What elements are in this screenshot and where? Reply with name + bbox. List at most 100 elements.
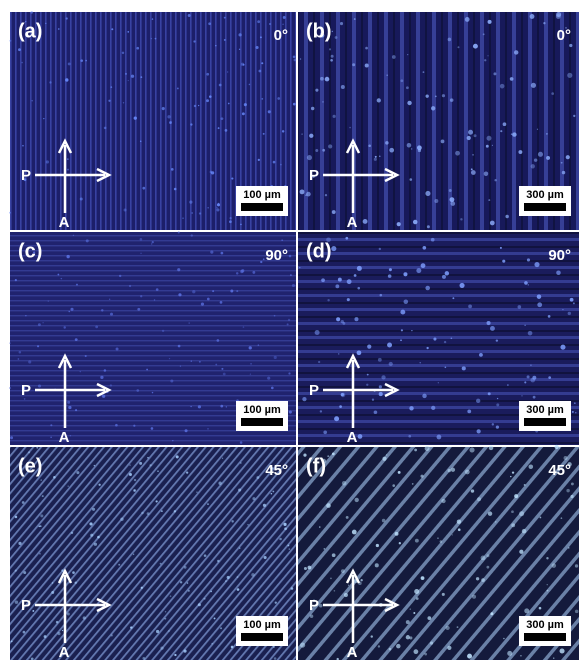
speckle <box>277 97 280 100</box>
speckle <box>199 212 201 214</box>
scale-bar-label: 100 µm <box>243 189 281 201</box>
speckle <box>130 626 132 628</box>
speckle <box>473 44 478 49</box>
speckle <box>341 393 345 397</box>
speckle <box>241 63 244 66</box>
speckle <box>156 288 159 291</box>
speckle <box>268 110 271 113</box>
speckle <box>332 553 336 557</box>
speckle <box>410 608 411 609</box>
speckle <box>83 616 86 619</box>
speckle <box>400 339 402 341</box>
speckle <box>546 557 548 559</box>
speckle <box>365 47 368 50</box>
speckle <box>366 384 368 386</box>
speckle <box>109 299 110 300</box>
speckle <box>511 523 515 527</box>
speckle <box>486 554 489 557</box>
speckle <box>556 271 561 276</box>
speckle <box>141 587 143 589</box>
speckle <box>552 563 557 568</box>
speckle <box>344 593 348 597</box>
speckle <box>299 267 300 268</box>
speckle <box>208 22 211 25</box>
speckle <box>10 436 13 439</box>
speckle <box>416 268 421 273</box>
speckle <box>519 511 524 516</box>
speckle <box>240 462 242 464</box>
speckle <box>257 20 260 23</box>
speckle <box>514 494 518 498</box>
speckle <box>320 77 324 81</box>
speckle <box>412 483 414 485</box>
speckle <box>427 225 430 228</box>
speckle <box>357 266 362 271</box>
speckle <box>18 48 21 51</box>
scale-bar <box>241 203 283 211</box>
speckle <box>118 564 120 566</box>
speckle <box>243 326 245 328</box>
speckle <box>100 376 103 379</box>
speckle <box>500 130 502 132</box>
speckle <box>354 317 358 321</box>
speckle <box>185 429 188 432</box>
speckle <box>331 55 334 58</box>
speckle <box>481 578 485 582</box>
speckle <box>430 642 433 645</box>
speckle <box>347 279 352 284</box>
analyzer-label: A <box>347 429 358 446</box>
speckle <box>318 361 320 363</box>
speckle <box>94 465 95 466</box>
speckle <box>300 642 305 647</box>
speckle <box>414 449 417 452</box>
speckle <box>226 406 227 407</box>
speckle <box>147 457 149 459</box>
speckle <box>199 361 201 363</box>
speckle <box>38 323 41 326</box>
speckle <box>182 217 184 219</box>
speckle <box>543 22 545 24</box>
speckle <box>469 447 474 452</box>
rotation-angle: 90° <box>548 247 571 264</box>
speckle <box>378 358 382 362</box>
speckle <box>389 648 392 651</box>
speckle <box>395 532 399 536</box>
speckle <box>271 493 273 495</box>
speckle <box>267 377 270 380</box>
speckle <box>61 278 62 279</box>
speckle <box>387 342 392 347</box>
rotation-angle: 0° <box>557 27 571 44</box>
speckle <box>147 512 150 515</box>
speckle <box>85 60 87 62</box>
speckle <box>133 425 135 427</box>
speckle <box>154 299 155 300</box>
speckle <box>124 209 127 212</box>
speckle <box>365 63 369 67</box>
speckle <box>120 518 123 521</box>
scale-bar <box>524 203 566 211</box>
speckle <box>174 188 177 191</box>
speckle <box>23 631 26 634</box>
speckle <box>249 84 251 86</box>
polarizer-label: P <box>309 167 319 184</box>
speckle <box>346 516 349 519</box>
speckle <box>28 451 30 453</box>
speckle <box>280 164 282 166</box>
speckle <box>347 298 350 301</box>
speckle <box>512 132 516 136</box>
speckle <box>551 92 554 95</box>
speckle <box>217 203 220 206</box>
speckle <box>80 59 83 62</box>
speckle <box>244 103 247 106</box>
speckle <box>400 79 403 82</box>
speckle <box>128 80 129 81</box>
panel-label: (a) <box>18 20 42 42</box>
speckle <box>341 569 345 573</box>
speckle <box>522 529 526 533</box>
speckle <box>229 217 231 219</box>
speckle <box>332 31 333 32</box>
speckle <box>44 635 47 638</box>
analyzer-label: A <box>59 214 70 231</box>
speckle <box>66 255 69 258</box>
speckle <box>533 396 536 399</box>
